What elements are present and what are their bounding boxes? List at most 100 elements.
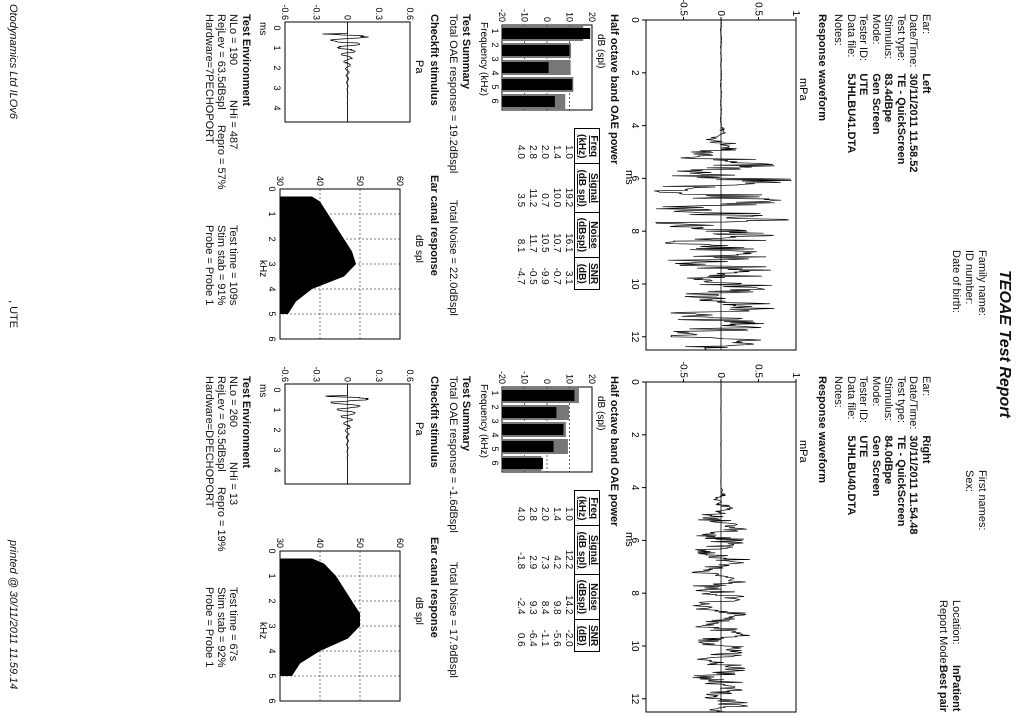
- waveform-xtick: 2: [629, 432, 640, 438]
- waveform-xtick: 0: [629, 17, 640, 23]
- band-signal: 10.0: [551, 187, 562, 208]
- checkfit-xtick: 3: [272, 85, 282, 90]
- half-octave-ylabel: dB (spl): [595, 34, 606, 68]
- ear-value: Right: [920, 435, 932, 464]
- ear-info: Ear: Left Date/Time: 30/11/2011 11.58.52 T…: [832, 14, 933, 179]
- signal-bar: [502, 441, 554, 452]
- half-octave-ytick: -10: [520, 9, 530, 22]
- ear-canal-xlabel: kHz: [258, 622, 268, 639]
- checkfit-trace: [322, 22, 369, 123]
- waveform-xtick: 8: [629, 228, 640, 234]
- waveform-ytick: 0.5: [753, 2, 764, 16]
- datetime-label: Date/Time:: [907, 376, 920, 430]
- band-noise: -2.4: [515, 597, 526, 615]
- env-stim-stab: Stim stab = 92%: [215, 587, 227, 668]
- ear-info: Ear: Right Date/Time: 30/11/2011 11.54.48 …: [832, 376, 933, 541]
- band-signal: -1.8: [515, 551, 526, 570]
- signal-bar: [501, 458, 543, 469]
- band-snr: 3.1: [563, 270, 574, 285]
- band-snr: -5.6: [551, 629, 562, 647]
- half-octave-ytick: 10: [565, 374, 575, 384]
- checkfit-ytick: 0.6: [405, 7, 415, 20]
- band-snr: -9.9: [539, 267, 550, 285]
- notes-label: Notes:: [832, 14, 845, 46]
- ear-canal-area: [280, 196, 356, 314]
- checkfit-xlabel: ms: [258, 22, 268, 35]
- ear-canal-ytick: 40: [315, 538, 325, 548]
- test-type-label: Test type:: [895, 376, 907, 424]
- ear-value: Left: [920, 73, 932, 94]
- band-snr: 0.6: [515, 632, 526, 647]
- signal-bar: [502, 28, 591, 39]
- waveform-ytick: 1: [790, 10, 801, 16]
- waveform-ylabel: mPa: [797, 440, 809, 464]
- ear-canal-xtick: 0: [267, 186, 277, 191]
- stimulus-value: 84.0dBpe: [882, 435, 895, 485]
- ear-canal-title: Ear canal response: [428, 175, 440, 276]
- checkfit-xtick: 2: [272, 65, 282, 70]
- signal-bar: [502, 62, 549, 73]
- band-row: 2.8 2.9 9.3 -6.4: [526, 491, 538, 652]
- half-octave-chart: dB (spl) -20 -10 0 10 20 1 2 3 4 5 6 Frequency (kH…: [478, 371, 606, 473]
- half-octave-ylabel: dB (spl): [595, 396, 606, 430]
- waveform-ylabel: mPa: [797, 78, 809, 102]
- total-noise: Total Noise = 17.9dBspl: [447, 562, 459, 678]
- half-octave-xtick: 1: [490, 390, 500, 395]
- band-snr: -6.4: [527, 629, 538, 647]
- datetime-label: Date/Time:: [907, 14, 920, 68]
- env-repro: Repro = 57%: [215, 125, 227, 190]
- band-freq: 1.0: [563, 507, 574, 521]
- ear-canal-xtick: 2: [267, 236, 277, 241]
- signal-bar: [502, 424, 564, 435]
- env-rejlev: RejLev = 63.5dBspl: [215, 376, 227, 472]
- half-octave-ytick: 20: [587, 374, 597, 384]
- ear-canal-ylabel: dB spl: [413, 597, 424, 625]
- data-file-label: Data file:: [845, 14, 857, 58]
- band-freq: 4.0: [515, 145, 526, 159]
- band-freq: 4.0: [515, 507, 526, 521]
- checkfit-xtick: 0: [272, 25, 282, 30]
- response-waveform-title: Response waveform: [816, 14, 828, 121]
- band-table: Freq (kHz) Signal (dB spl) Noise (dBspl) SN…: [514, 128, 600, 290]
- signal-bar: [502, 45, 570, 56]
- ear-canal-ytick: 30: [275, 176, 285, 186]
- half-octave-ytick: -10: [520, 371, 530, 384]
- band-signal: 2.9: [527, 555, 538, 570]
- test-env-title: Test Environment: [240, 376, 252, 469]
- band-row: 4.0 -1.8 -2.4 0.6: [514, 491, 526, 652]
- waveform-ytick: 0: [715, 10, 726, 16]
- band-noise: 16.1: [563, 233, 574, 253]
- env-repro: Repro = 19%: [215, 487, 227, 552]
- stimulus-label: Stimulus:: [882, 376, 895, 422]
- mode-label: Mode:: [870, 14, 882, 45]
- half-octave-xlabel: Frequency (kHz): [478, 22, 489, 96]
- test-type-label: Test type:: [895, 14, 907, 62]
- band-row: 2.8 11.2 11.7 -0.5: [526, 129, 538, 290]
- band-noise: 8.1: [515, 238, 526, 253]
- ear-canal-xtick: 3: [267, 623, 277, 628]
- noise-header: Noise (dBspl): [574, 212, 600, 258]
- band-snr: -0.5: [527, 267, 538, 285]
- ear-canal-ylabel: dB spl: [413, 235, 424, 263]
- env-nhi: NHi = 487: [227, 100, 239, 150]
- stimulus-label: Stimulus:: [882, 14, 895, 60]
- total-oae: Total OAE response = -1.6dBspl: [447, 376, 459, 533]
- waveform-ytick: 0.5: [753, 364, 764, 378]
- total-oae: Total OAE response = 19.2dBspl: [447, 14, 459, 174]
- test-summary-title: Test Summary: [460, 376, 472, 451]
- band-snr: -2.0: [563, 629, 574, 647]
- footer-tester: , UTE: [7, 300, 19, 329]
- signal-header: Signal (dB spl): [574, 163, 600, 213]
- ear-canal-ytick: 40: [315, 176, 325, 186]
- ear-canal-xtick: 4: [267, 648, 277, 653]
- half-octave-ytick: -20: [497, 371, 507, 384]
- response-waveform-chart: mPa 0 2 4 6 8 10 12 -0.5 0 0.5 1 ms: [626, 362, 809, 713]
- waveform-ytick: 0: [715, 372, 726, 378]
- signal-bar: [502, 407, 557, 418]
- env-hardware: Hardware=7PECHOPORT: [203, 14, 215, 144]
- half-octave-xtick: 2: [490, 404, 500, 409]
- tester-id-label: Tester ID:: [857, 14, 870, 62]
- band-signal: 19.2: [563, 187, 574, 208]
- band-signal: 3.5: [515, 193, 526, 208]
